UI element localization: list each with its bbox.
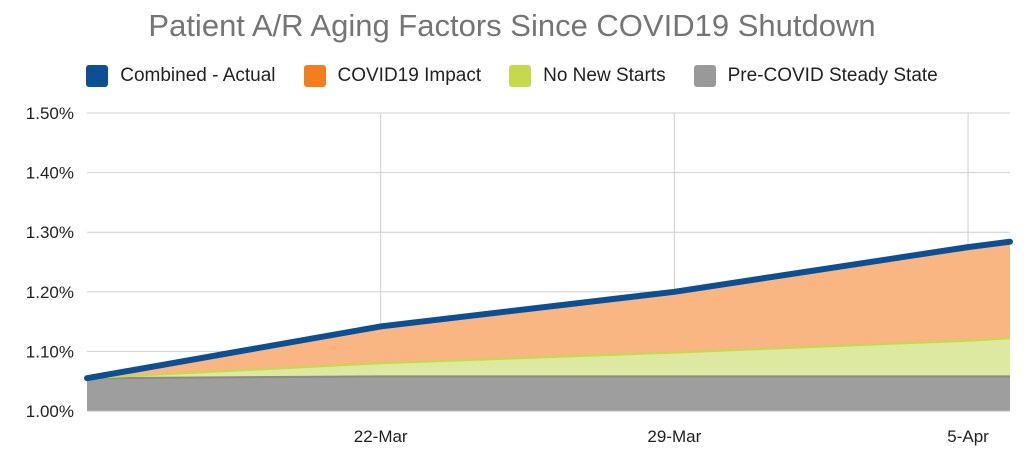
legend-item-covid19-impact: COVID19 Impact xyxy=(303,65,482,87)
legend-swatch-covid19-impact xyxy=(303,65,326,87)
chart-legend: Combined - Actual COVID19 Impact No New … xyxy=(0,63,1024,89)
y-tick-label-3: 1.30% xyxy=(26,223,74,242)
y-tick-label-2: 1.20% xyxy=(26,283,74,302)
legend-label-no-new-starts: No New Starts xyxy=(543,65,666,86)
legend-item-pre-covid-steady-state: Pre-COVID Steady State xyxy=(693,65,938,87)
y-tick-label-1: 1.10% xyxy=(26,342,74,361)
legend-swatch-pre-covid-steady-state xyxy=(693,65,716,87)
x-tick-label-0: 22-Mar xyxy=(354,427,408,446)
x-tick-label-2: 5-Apr xyxy=(947,427,989,446)
area-pre-covid-steady-state xyxy=(87,376,1010,411)
chart-title: Patient A/R Aging Factors Since COVID19 … xyxy=(148,8,876,43)
line-no-new-starts xyxy=(86,337,1011,380)
legend-label-covid19-impact: COVID19 Impact xyxy=(337,65,482,86)
legend-label-combined-actual: Combined - Actual xyxy=(120,65,276,86)
legend-swatch-combined-actual xyxy=(86,65,109,87)
legend-swatch-no-new-starts xyxy=(509,65,532,87)
y-tick-label-5: 1.50% xyxy=(26,104,74,123)
line-pre-covid-steady-state xyxy=(86,375,1010,380)
legend-item-no-new-starts: No New Starts xyxy=(509,65,666,87)
area-no-new-starts xyxy=(87,338,1010,379)
x-tick-label-1: 29-Mar xyxy=(647,427,701,446)
legend-item-combined-actual: Combined - Actual xyxy=(86,65,276,87)
y-tick-label-0: 1.00% xyxy=(26,402,74,421)
legend-label-pre-covid-steady-state: Pre-COVID Steady State xyxy=(727,65,938,86)
y-tick-label-4: 1.40% xyxy=(26,164,74,183)
line-combined-actual xyxy=(84,238,1013,382)
